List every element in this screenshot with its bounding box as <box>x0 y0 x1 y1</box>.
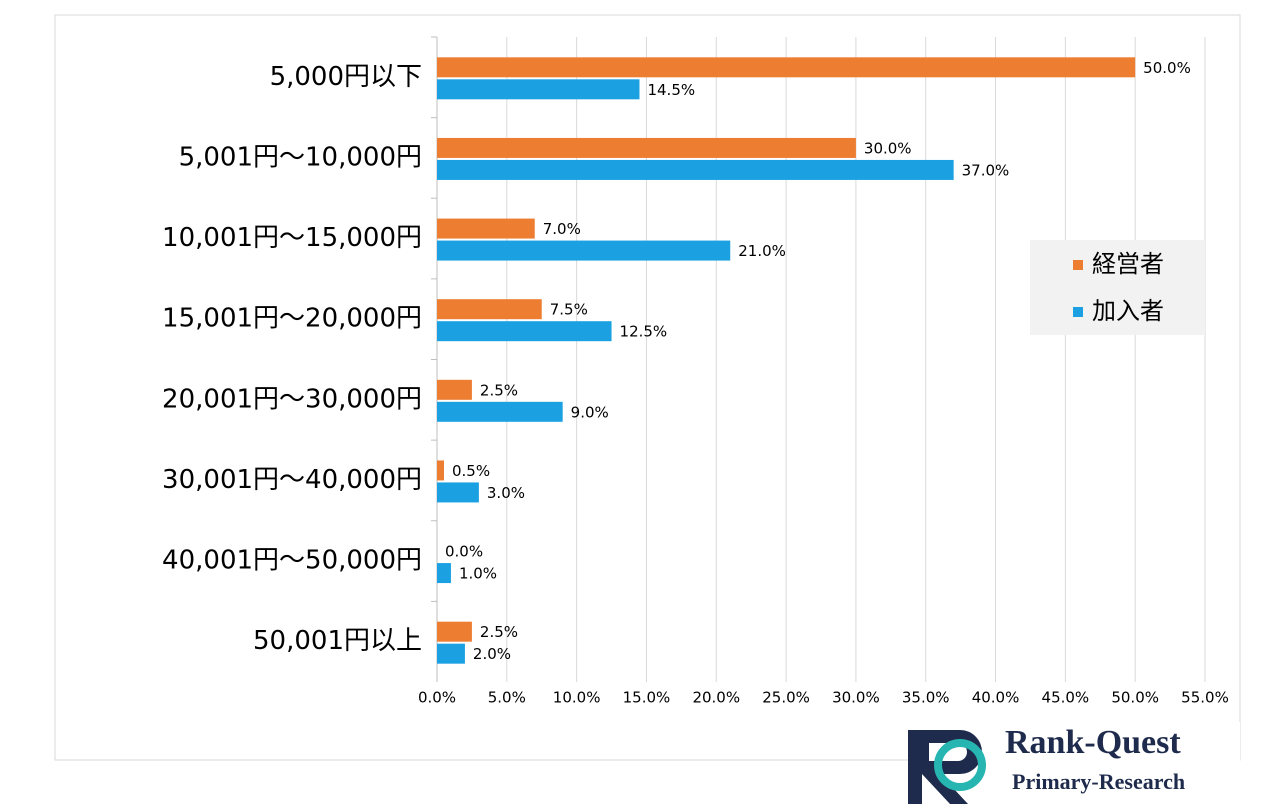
logo-name: Rank-Quest <box>1005 724 1181 761</box>
y-tick-label: 10,001円～15,000円 <box>162 223 422 253</box>
x-tick-label: 15.0% <box>623 689 671 707</box>
bar <box>437 563 451 584</box>
value-label: 12.5% <box>620 323 668 341</box>
value-label: 50.0% <box>1143 59 1191 77</box>
x-tick-label: 40.0% <box>972 689 1020 707</box>
bar <box>437 57 1136 78</box>
logo-tagline: Primary-Research <box>1012 769 1185 794</box>
y-tick-label: 50,001円以上 <box>253 626 422 656</box>
bar <box>437 218 535 239</box>
bar <box>437 621 472 642</box>
bar <box>437 137 856 158</box>
logo-icon <box>908 730 982 804</box>
x-tick-label: 25.0% <box>762 689 810 707</box>
logo-ring <box>934 739 986 791</box>
y-tick-label: 5,000円以下 <box>270 62 422 92</box>
legend-label: 経営者 <box>1092 250 1164 278</box>
bar <box>437 460 444 481</box>
bar <box>437 643 465 664</box>
legend-box <box>1030 240 1205 335</box>
value-label: 9.0% <box>571 403 609 421</box>
value-label: 21.0% <box>738 242 786 260</box>
x-tick-label: 0.0% <box>418 689 456 707</box>
y-tick-label: 40,001円～50,000円 <box>162 546 422 576</box>
value-label: 1.0% <box>459 565 497 583</box>
bar <box>437 321 612 342</box>
value-label: 14.5% <box>647 81 695 99</box>
value-label: 0.5% <box>452 462 490 480</box>
value-label: 2.5% <box>480 381 518 399</box>
value-label: 0.0% <box>445 543 483 561</box>
bar <box>437 79 640 100</box>
y-tick-label: 30,001円～40,000円 <box>162 465 422 495</box>
y-tick-label: 20,001円～30,000円 <box>162 384 422 414</box>
bar <box>437 379 472 400</box>
y-tick-label: 5,001円～10,000円 <box>179 142 422 172</box>
bar <box>437 159 954 180</box>
value-label: 7.0% <box>543 220 581 238</box>
x-tick-label: 35.0% <box>902 689 950 707</box>
bar <box>437 482 479 503</box>
value-label: 2.0% <box>473 645 511 663</box>
value-label: 2.5% <box>480 623 518 641</box>
x-tick-label: 30.0% <box>832 689 880 707</box>
legend-swatch <box>1073 307 1083 317</box>
x-tick-label: 10.0% <box>553 689 601 707</box>
y-tick-label: 15,001円～20,000円 <box>162 304 422 334</box>
value-label: 30.0% <box>864 139 912 157</box>
legend-label: 加入者 <box>1092 297 1164 325</box>
bar <box>437 299 542 320</box>
bar <box>437 240 731 261</box>
x-tick-label: 45.0% <box>1042 689 1090 707</box>
value-label: 37.0% <box>962 161 1010 179</box>
logo: Rank-Quest Primary-Research <box>908 722 1240 810</box>
x-tick-label: 20.0% <box>692 689 740 707</box>
bar <box>437 401 563 422</box>
x-tick-label: 55.0% <box>1181 689 1229 707</box>
x-tick-label: 5.0% <box>488 689 526 707</box>
x-tick-label: 50.0% <box>1111 689 1159 707</box>
value-label: 3.0% <box>487 484 525 502</box>
legend-swatch <box>1073 260 1083 270</box>
value-label: 7.5% <box>550 301 588 319</box>
